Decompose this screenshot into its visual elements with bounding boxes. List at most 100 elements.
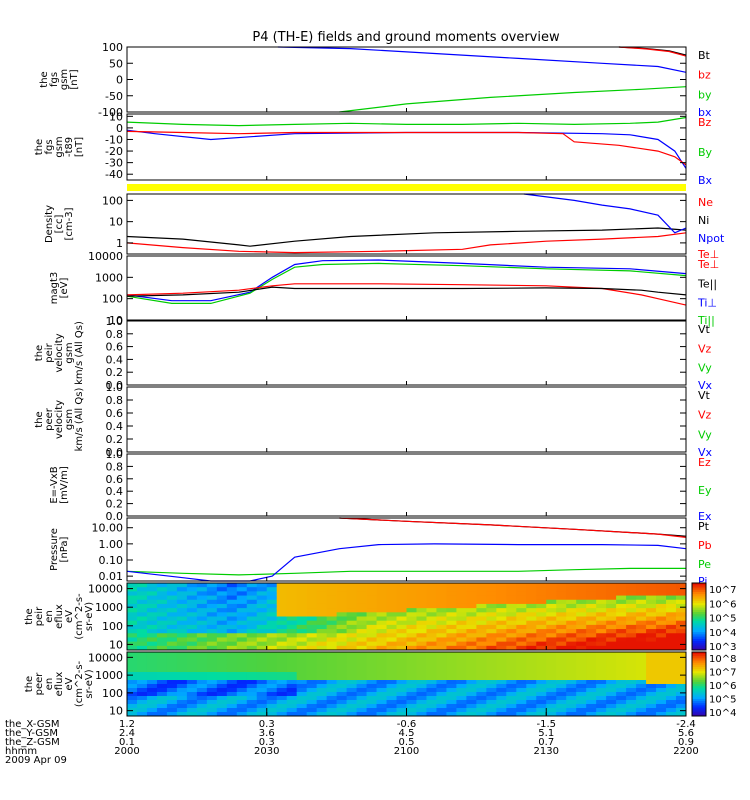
heatmap-cell	[176, 656, 188, 661]
heatmap-cell	[316, 672, 328, 677]
panel-frame	[126, 386, 687, 453]
heatmap-cell	[356, 603, 368, 609]
heatmap-cell	[616, 680, 627, 685]
heatmap-cell	[486, 587, 497, 592]
heatmap-cell	[296, 583, 308, 588]
heatmap-cell	[496, 668, 507, 673]
heatmap-cell	[226, 587, 238, 592]
heatmap-cell	[406, 633, 417, 638]
heatmap-cell	[546, 599, 557, 605]
heatmap-cell	[156, 700, 168, 705]
heatmap-cell	[266, 608, 278, 613]
heatmap-cell	[576, 612, 587, 617]
heatmap-cell	[156, 712, 168, 717]
heatmap-cell	[256, 712, 268, 717]
heatmap-cell	[486, 620, 497, 626]
heatmap-cell	[636, 652, 647, 657]
heatmap-cell	[416, 680, 427, 685]
heatmap-cell	[546, 672, 557, 677]
heatmap-cell	[516, 599, 527, 605]
heatmap-cell	[276, 692, 288, 697]
heatmap-cell	[576, 583, 587, 588]
colorbar-segment	[692, 694, 706, 698]
heatmap-cell	[646, 712, 657, 717]
heatmap-cell	[206, 603, 218, 609]
heatmap-cell	[446, 591, 457, 597]
heatmap-cell	[286, 664, 298, 669]
x-tick-label: 5.6	[678, 728, 694, 739]
heatmap-cell	[346, 637, 358, 643]
heatmap-cell	[446, 587, 457, 592]
heatmap-cell	[546, 583, 557, 588]
heatmap-cell	[616, 599, 627, 605]
heatmap-cell	[376, 708, 388, 713]
legend-label: Vy	[698, 428, 712, 441]
heatmap-cell	[127, 696, 138, 701]
heatmap-cell	[576, 641, 587, 647]
heatmap-cell	[366, 612, 378, 617]
y-tick-label: 10000	[88, 583, 123, 596]
heatmap-cell	[486, 704, 497, 709]
heatmap-cell	[456, 629, 467, 634]
heatmap-cell	[156, 620, 168, 626]
heatmap-cell	[386, 672, 398, 677]
heatmap-cell	[386, 660, 398, 665]
heatmap-cell	[516, 712, 527, 717]
heatmap-cell	[486, 692, 497, 697]
heatmap-cell	[246, 591, 258, 597]
heatmap-cell	[556, 708, 567, 713]
heatmap-cell	[326, 599, 338, 605]
heatmap-cell	[226, 676, 238, 681]
heatmap-cell	[386, 620, 398, 626]
heatmap-cell	[236, 641, 248, 647]
heatmap-cell	[386, 664, 398, 669]
heatmap-cell	[127, 599, 138, 605]
heatmap-cell	[536, 656, 547, 661]
heatmap-cell	[596, 652, 607, 657]
heatmap-cell	[426, 688, 437, 693]
heatmap-cell	[376, 633, 388, 638]
heatmap-cell	[586, 591, 597, 597]
heatmap-cell	[326, 591, 338, 597]
heatmap-cell	[486, 608, 497, 613]
heatmap-cell	[286, 603, 298, 609]
heatmap-cell	[166, 629, 178, 634]
heatmap-cell	[676, 684, 687, 689]
colorbar-segment	[692, 690, 706, 694]
heatmap-cell	[127, 620, 138, 626]
y-axis-label: Pressure	[49, 528, 60, 571]
heatmap-cell	[306, 696, 318, 701]
heatmap-cell	[456, 680, 467, 685]
heatmap-cell	[146, 603, 158, 609]
heatmap-cell	[626, 641, 637, 647]
heatmap-cell	[626, 652, 637, 657]
heatmap-cell	[366, 595, 378, 601]
heatmap-cell	[646, 624, 657, 630]
heatmap-cell	[496, 583, 507, 588]
heatmap-cell	[456, 587, 467, 592]
heatmap-cell	[246, 583, 258, 588]
heatmap-cell	[196, 624, 208, 630]
heatmap-cell	[616, 633, 627, 638]
heatmap-cell	[666, 637, 677, 643]
heatmap-cell	[436, 641, 447, 647]
heatmap-cell	[506, 664, 517, 669]
heatmap-cell	[416, 676, 427, 681]
heatmap-cell	[386, 712, 398, 717]
heatmap-cell	[646, 583, 657, 588]
heatmap-cell	[636, 704, 647, 709]
heatmap-cell	[366, 660, 378, 665]
heatmap-cell	[216, 620, 228, 626]
heatmap-cell	[556, 700, 567, 705]
heatmap-cell	[276, 664, 288, 669]
heatmap-cell	[636, 664, 647, 669]
heatmap-cell	[186, 668, 198, 673]
heatmap-cell	[136, 620, 148, 626]
heatmap-cell	[486, 599, 497, 605]
heatmap-cell	[356, 633, 368, 638]
heatmap-cell	[486, 672, 497, 677]
heatmap-cell	[266, 616, 278, 622]
heatmap-cell	[496, 624, 507, 630]
x-tick-label: 5.1	[538, 728, 554, 739]
heatmap-cell	[296, 708, 308, 713]
